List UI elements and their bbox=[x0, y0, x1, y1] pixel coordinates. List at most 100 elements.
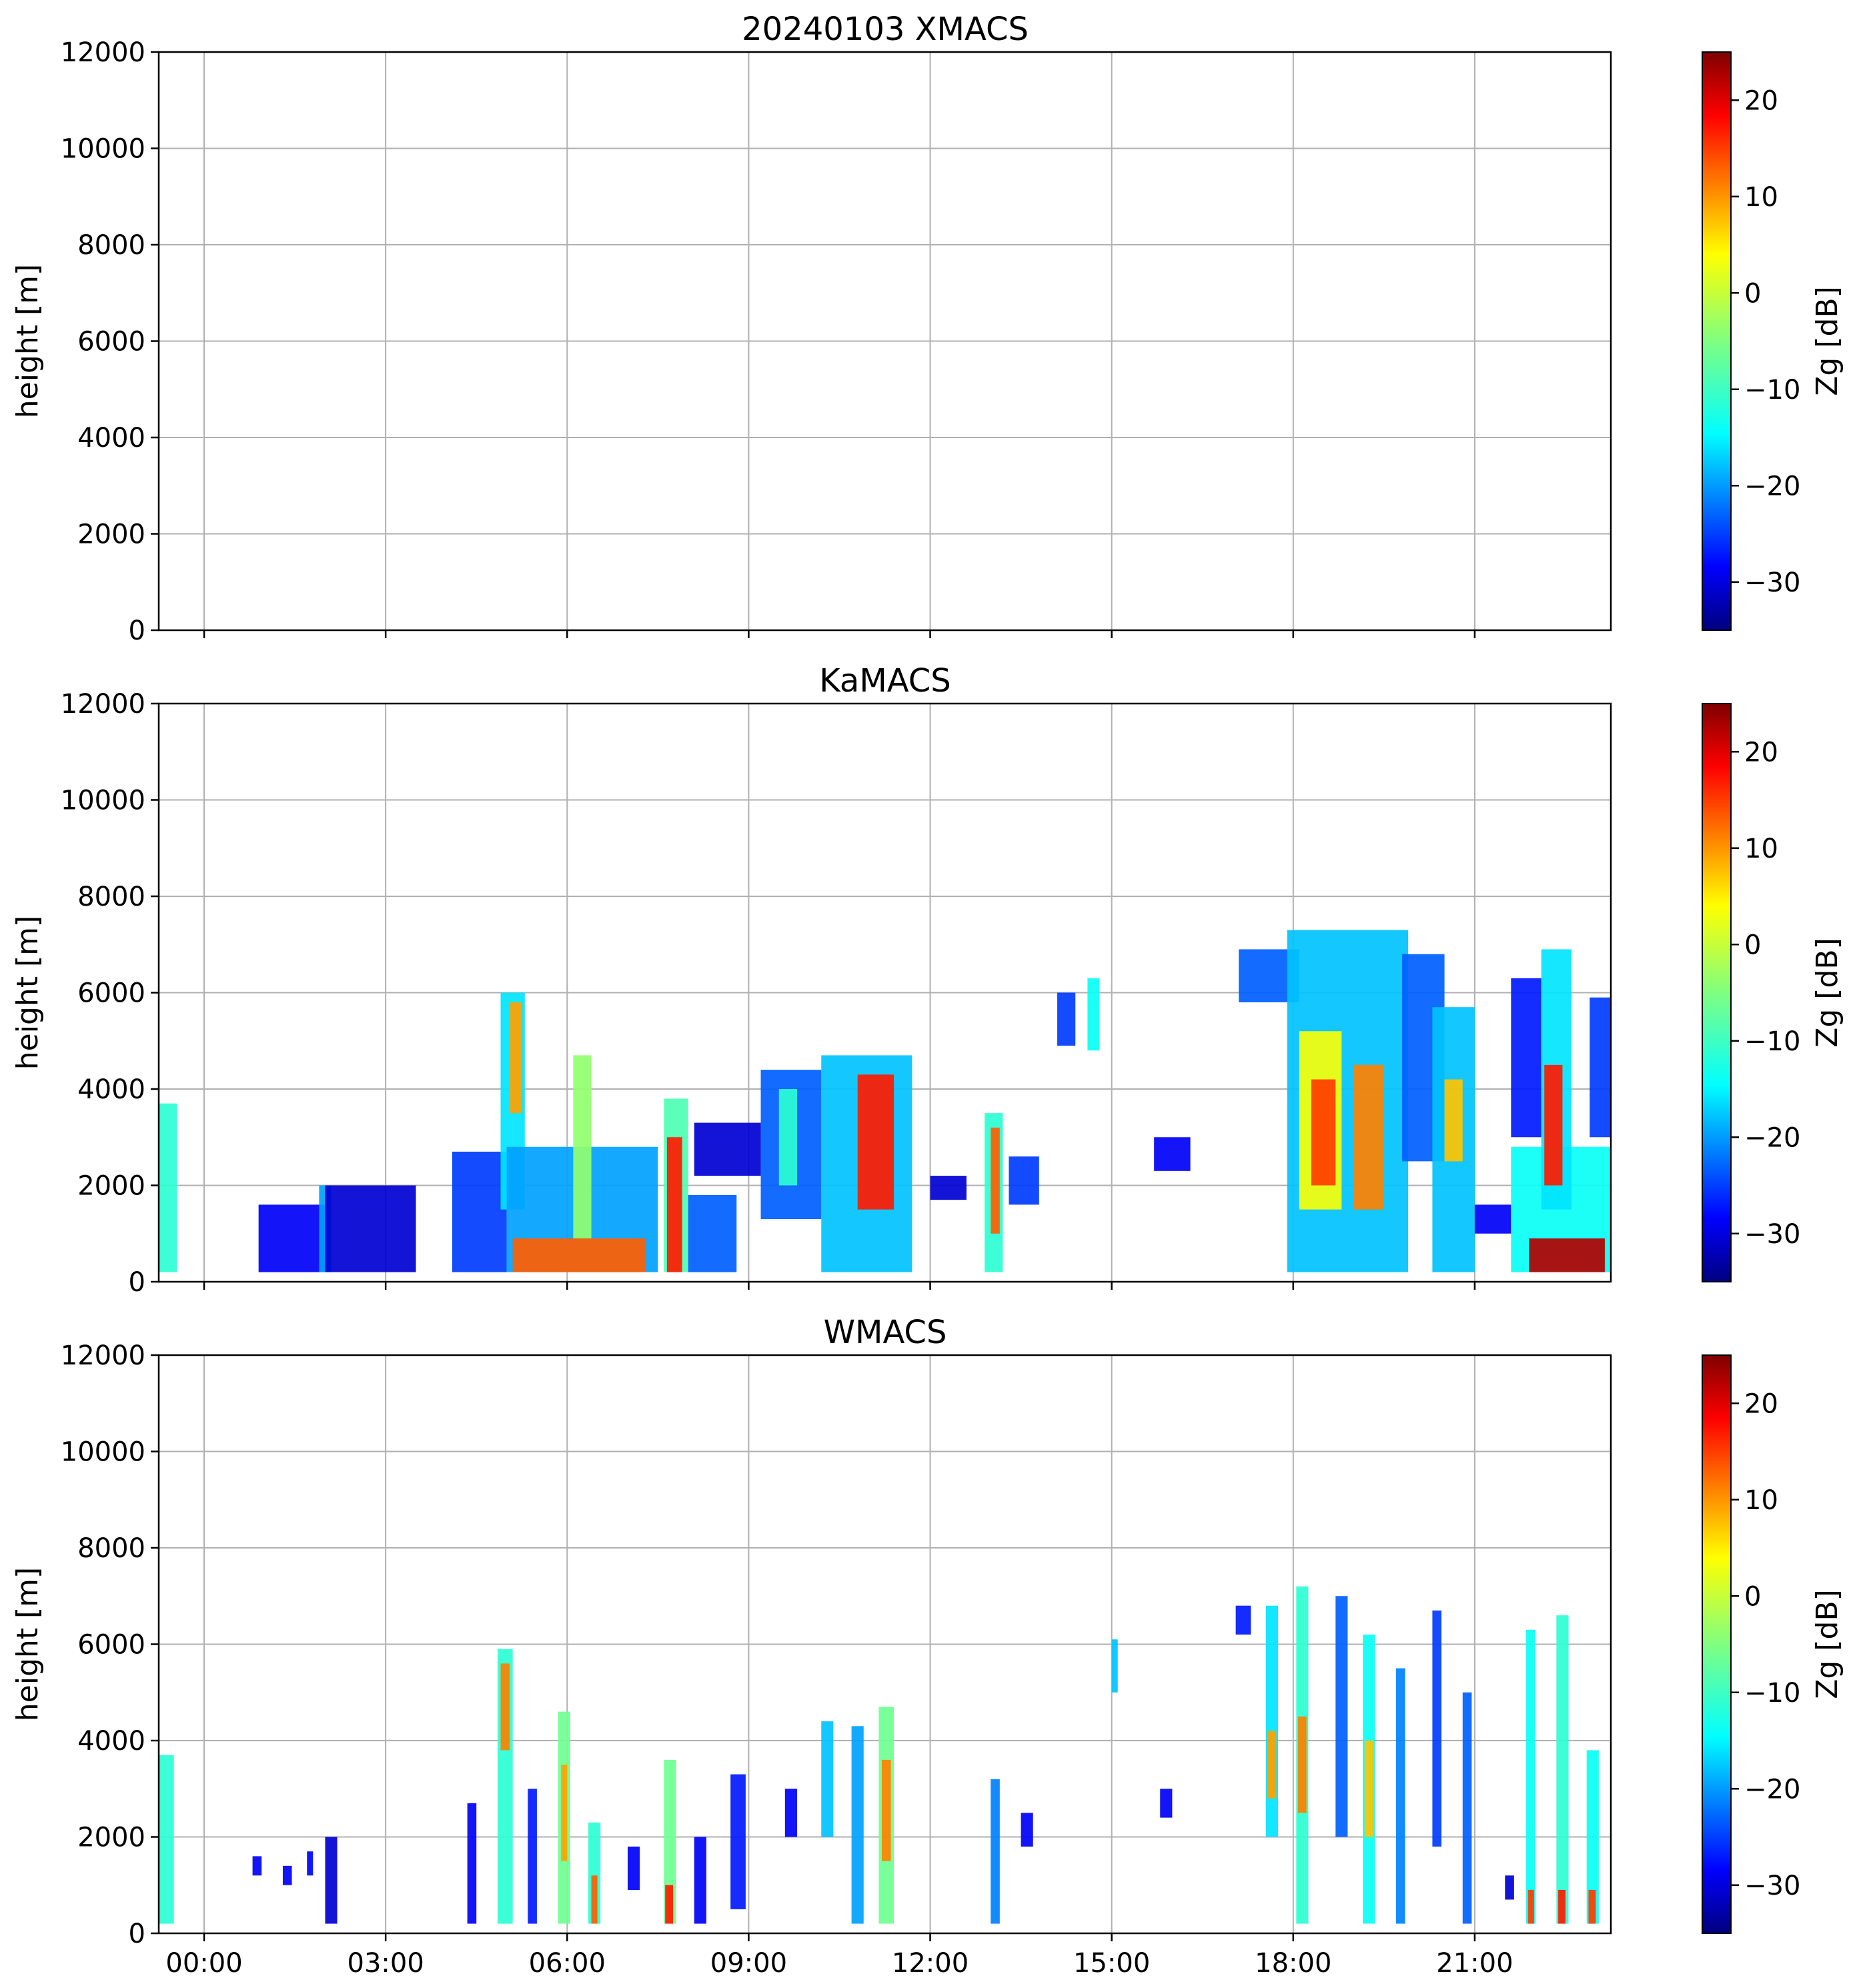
colorbar-tick-label: −20 bbox=[1744, 1122, 1800, 1153]
y-tick-label: 8000 bbox=[77, 882, 145, 912]
heatmap-cell bbox=[930, 1176, 967, 1200]
x-ticks: 00:00 03:00 06:00 09:00 12:00 15:00 18:00 21:00 bbox=[165, 1933, 1513, 1979]
y-tick-label: 0 bbox=[129, 1919, 145, 1949]
heatmap-cell bbox=[325, 1837, 338, 1924]
y-tick-label: 2000 bbox=[77, 520, 145, 550]
panel-title: WMACS bbox=[824, 1314, 947, 1351]
y-ticks: 0 2000 4000 6000 8000 10000 12000 bbox=[61, 37, 159, 646]
colorbar bbox=[1702, 1354, 1732, 1934]
y-tick-label: 12000 bbox=[61, 37, 145, 68]
heatmap-cell bbox=[307, 1851, 314, 1876]
heatmap-cell bbox=[688, 1194, 737, 1272]
x-tick-label: 15:00 bbox=[1073, 1948, 1150, 1979]
heatmap-cell bbox=[665, 1885, 674, 1924]
heatmap-cell bbox=[1505, 1875, 1514, 1900]
heatmap-cell bbox=[1335, 1596, 1348, 1837]
panel-kamacs: KaMACS 0 2000 4000 6000 8000 10000 12000 heigh… bbox=[11, 662, 1844, 1298]
panel-xmacs: 20240103 XMACS 0 2000 4000 6000 8000 10000 120… bbox=[11, 11, 1844, 646]
heatmap-cells bbox=[159, 930, 1611, 1272]
heatmap-cell bbox=[1527, 1889, 1534, 1924]
x-tick-label: 21:00 bbox=[1436, 1948, 1513, 1979]
heatmap-cell bbox=[159, 1755, 174, 1924]
colorbar-tick-label: 0 bbox=[1744, 1581, 1761, 1612]
y-tick-label: 0 bbox=[129, 1267, 145, 1298]
heatmap-cell bbox=[1395, 1668, 1405, 1924]
colorbar-tick-label: 10 bbox=[1744, 182, 1778, 213]
heatmap-cell bbox=[1311, 1079, 1336, 1186]
heatmap-cell bbox=[1590, 997, 1611, 1138]
heatmap-cell bbox=[1111, 1639, 1118, 1693]
y-tick-label: 0 bbox=[129, 616, 145, 646]
heatmap-cell bbox=[881, 1759, 891, 1861]
colorbar-ticks: −30 −20 −10 0 10 20 bbox=[1731, 1388, 1800, 1901]
y-tick-label: 10000 bbox=[61, 134, 145, 165]
heatmap-cell bbox=[573, 1055, 592, 1238]
colorbar-tick-label: 0 bbox=[1744, 278, 1761, 309]
heatmap-cell bbox=[1526, 1629, 1535, 1924]
heatmap-cell bbox=[510, 1002, 522, 1114]
heatmap-cell bbox=[1556, 1615, 1569, 1924]
heatmap-cell bbox=[561, 1765, 568, 1861]
heatmap-cell bbox=[784, 1789, 797, 1837]
y-ticks: 0 2000 4000 6000 8000 10000 12000 bbox=[61, 689, 159, 1298]
heatmap-cell bbox=[991, 1779, 1000, 1924]
y-tick-label: 2000 bbox=[77, 1823, 145, 1853]
colorbar-tick-label: −20 bbox=[1744, 1774, 1800, 1805]
heatmap-cell bbox=[821, 1721, 834, 1837]
x-tick-label: 09:00 bbox=[710, 1948, 787, 1979]
y-axis-label: height [m] bbox=[11, 916, 45, 1070]
x-ticks bbox=[203, 1282, 1476, 1290]
heatmap-cell bbox=[1588, 1889, 1596, 1924]
y-tick-label: 4000 bbox=[77, 1726, 145, 1757]
y-tick-label: 10000 bbox=[61, 1437, 145, 1468]
heatmap-cell bbox=[1353, 1064, 1384, 1210]
panel-title: 20240103 XMACS bbox=[742, 11, 1029, 48]
heatmap-cell bbox=[591, 1875, 598, 1924]
heatmap-cell bbox=[512, 1238, 646, 1272]
y-tick-label: 10000 bbox=[61, 786, 145, 816]
heatmap-cell bbox=[1298, 1716, 1307, 1813]
heatmap-cell bbox=[159, 1103, 177, 1272]
colorbar-label: Zg [dB] bbox=[1810, 938, 1844, 1048]
x-tick-label: 06:00 bbox=[529, 1948, 606, 1979]
heatmap-cell bbox=[1511, 978, 1541, 1138]
x-tick-label: 12:00 bbox=[892, 1948, 969, 1979]
heatmap-cell bbox=[857, 1074, 894, 1210]
heatmap-cell bbox=[730, 1774, 746, 1909]
colorbar-tick-label: −20 bbox=[1744, 471, 1800, 502]
heatmap-cell bbox=[1160, 1789, 1173, 1818]
heatmap-cell bbox=[1267, 1731, 1277, 1799]
colorbar-tick-label: 0 bbox=[1744, 930, 1761, 960]
y-tick-label: 12000 bbox=[61, 1340, 145, 1371]
heatmap-cell bbox=[467, 1803, 477, 1924]
heatmap-cell bbox=[694, 1837, 706, 1924]
heatmap-cell bbox=[528, 1789, 537, 1924]
x-tick-label: 18:00 bbox=[1255, 1948, 1331, 1979]
panel-title: KaMACS bbox=[819, 662, 951, 700]
x-tick-label: 00:00 bbox=[165, 1948, 242, 1979]
y-tick-label: 4000 bbox=[77, 1074, 145, 1105]
colorbar-ticks: −30 −20 −10 0 10 20 bbox=[1731, 737, 1800, 1250]
heatmap-cell bbox=[778, 1089, 797, 1186]
colorbar-tick-label: 10 bbox=[1744, 1485, 1778, 1516]
heatmap-cell bbox=[1462, 1692, 1472, 1924]
heatmap-cell bbox=[851, 1726, 864, 1924]
colorbar-tick-label: −30 bbox=[1744, 568, 1800, 598]
heatmap-cell bbox=[627, 1846, 640, 1890]
colorbar-tick-label: −30 bbox=[1744, 1219, 1800, 1250]
heatmap-cell bbox=[694, 1122, 761, 1176]
y-tick-label: 8000 bbox=[77, 1533, 145, 1564]
heatmap-cell bbox=[1265, 1605, 1279, 1837]
y-tick-label: 12000 bbox=[61, 689, 145, 720]
heatmap-cell bbox=[1235, 1605, 1251, 1635]
y-ticks: 0 2000 4000 6000 8000 10000 12000 bbox=[61, 1340, 159, 1949]
colorbar-tick-label: −10 bbox=[1744, 375, 1800, 405]
colorbar-tick-label: −30 bbox=[1744, 1871, 1800, 1901]
y-axis-label: height [m] bbox=[11, 264, 45, 418]
colorbar-tick-label: −10 bbox=[1744, 1678, 1800, 1709]
heatmap-cell bbox=[1586, 1750, 1599, 1924]
heatmap-cell bbox=[258, 1204, 326, 1272]
x-tick-label: 03:00 bbox=[348, 1948, 424, 1979]
heatmap-cell bbox=[991, 1127, 1000, 1234]
